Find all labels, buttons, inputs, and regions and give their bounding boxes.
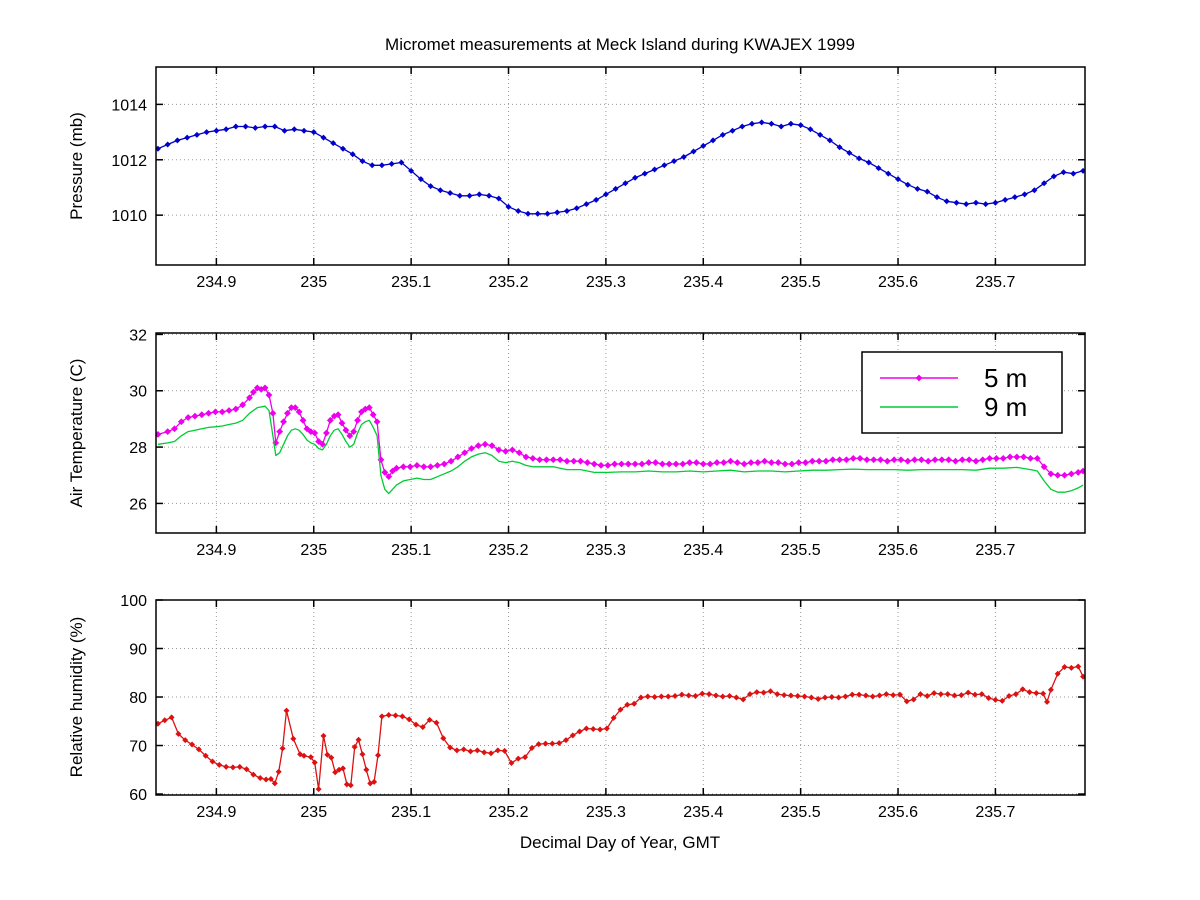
x-tick-label: 235.4 (683, 274, 723, 291)
y-axis-label-pressure: Pressure (mb) (67, 112, 86, 220)
relative-humidity-chart: 234.9 235 235.1 235.2 235.3 235.4 235.5 235.6 23… (120, 593, 1086, 821)
series-relative-humidity (156, 663, 1085, 793)
x-tick-label: 235 (300, 274, 327, 291)
y-tick-label: 28 (129, 440, 147, 457)
x-tick-label: 234.9 (196, 804, 236, 821)
x-tick-label: 235.6 (878, 542, 918, 559)
x-tick-label: 235.5 (781, 804, 821, 821)
x-axis-label: Decimal Day of Year, GMT (520, 833, 720, 852)
y-tick-label: 32 (129, 327, 147, 344)
x-tick-label: 235.6 (878, 804, 918, 821)
y-tick-label: 1010 (111, 208, 147, 225)
series-pressure (156, 119, 1085, 217)
x-tick-label: 235 (300, 804, 327, 821)
x-tick-label: 235.3 (586, 274, 626, 291)
y-tick-label: 70 (129, 739, 147, 756)
x-tick-label: 235.6 (878, 274, 918, 291)
x-tick-label: 235.5 (781, 542, 821, 559)
legend-label: 9 m (984, 392, 1027, 422)
axes-frame (155, 599, 1086, 796)
x-tick-label: 235.2 (488, 804, 528, 821)
pressure-chart: 234.9 235 235.1 235.2 235.3 235.4 235.5 235.6 23… (111, 66, 1086, 291)
y-tick-label: 100 (120, 593, 147, 610)
y-tick-label: 26 (129, 496, 147, 513)
x-tick-label: 235.7 (975, 274, 1015, 291)
y-tick-label: 30 (129, 384, 147, 401)
figure-title: Micromet measurements at Meck Island dur… (385, 35, 855, 54)
axes-frame (155, 332, 1086, 534)
x-tick-label: 235.4 (683, 804, 723, 821)
x-tick-label: 235.1 (391, 542, 431, 559)
y-tick-label: 1014 (111, 97, 147, 114)
y-tick-label: 1012 (111, 153, 147, 170)
series-temp-9m (157, 405, 1084, 495)
markers-temp-5m (156, 384, 1085, 481)
y-tick-label: 80 (129, 690, 147, 707)
legend-box (861, 351, 1063, 434)
x-tick-label: 235.5 (781, 274, 821, 291)
x-tick-label: 235 (300, 542, 327, 559)
x-tick-label: 235.7 (975, 804, 1015, 821)
x-tick-label: 235.2 (488, 274, 528, 291)
x-tick-label: 235.7 (975, 542, 1015, 559)
legend-label: 5 m (984, 363, 1027, 393)
y-axis-label-humidity: Relative humidity (%) (67, 617, 86, 778)
y-tick-label: 90 (129, 642, 147, 659)
x-tick-label: 235.3 (586, 804, 626, 821)
x-tick-label: 235.4 (683, 542, 723, 559)
markers-relative-humidity (156, 663, 1085, 793)
series-temp-5m (156, 384, 1085, 481)
x-tick-label: 235.1 (391, 804, 431, 821)
markers-pressure (156, 119, 1085, 217)
y-axis-label-temperature: Air Temperature (C) (67, 359, 86, 508)
x-tick-label: 235.1 (391, 274, 431, 291)
legend: 5 m9 m (861, 351, 1063, 434)
air-temperature-chart: 234.9 235 235.1 235.2 235.3 235.4 235.5 235.6 23… (129, 327, 1086, 559)
x-tick-label: 235.3 (586, 542, 626, 559)
y-tick-label: 60 (129, 787, 147, 804)
x-tick-label: 234.9 (196, 542, 236, 559)
x-tick-label: 235.2 (488, 542, 528, 559)
axes-frame (155, 66, 1086, 266)
x-tick-label: 234.9 (196, 274, 236, 291)
